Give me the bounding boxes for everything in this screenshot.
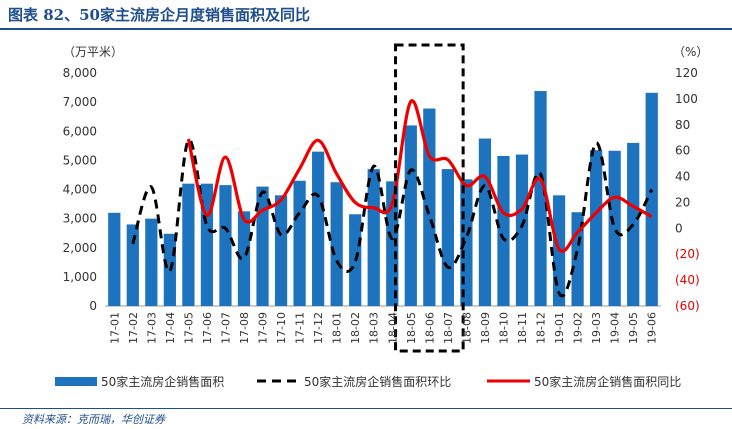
x-tick-17-05: 17-05	[182, 312, 195, 344]
bar-17-03	[145, 218, 158, 306]
x-tick-18-07: 18-07	[442, 312, 455, 344]
legend-label-mom: 50家主流房企销售面积环比	[304, 374, 451, 389]
legend-swatch-bar	[55, 377, 97, 386]
x-tick-18-03: 18-03	[368, 312, 381, 344]
bar-17-11	[293, 180, 306, 306]
bar-18-05	[404, 125, 417, 306]
x-tick-17-07: 17-07	[219, 312, 232, 344]
highlight-layer	[394, 43, 465, 353]
x-tick-18-10: 18-10	[497, 312, 510, 344]
right-tick-label: (20)	[675, 247, 700, 261]
right-tick-label: 120	[675, 66, 698, 80]
x-tick-labels: 17-01 17-02 17-03 17-04 17-05 17-06 17-07 17-08…	[108, 312, 658, 344]
x-tick-18-11: 18-11	[516, 312, 529, 344]
right-tick-label: 60	[675, 144, 690, 158]
x-tick-18-09: 18-09	[479, 312, 492, 344]
source-rule	[0, 408, 732, 409]
x-tick-17-01: 17-01	[108, 312, 121, 344]
x-tick-17-04: 17-04	[164, 312, 177, 344]
bar-18-10	[497, 156, 510, 306]
x-tick-18-01: 18-01	[331, 312, 344, 344]
right-tick-label: 80	[675, 118, 690, 132]
title-rule	[0, 28, 732, 30]
axes-layer: （万平米） （%） 0 1,000 2,000 3,000 4,000 5,000 6,000 7…	[63, 45, 709, 313]
x-tick-18-06: 18-06	[423, 312, 436, 344]
x-tick-17-06: 17-06	[201, 312, 214, 344]
highlight-box	[394, 43, 465, 353]
x-tick-19-06: 19-06	[646, 312, 659, 344]
x-tick-17-12: 17-12	[312, 312, 325, 344]
legend-label-yoy: 50家主流房企销售面积同比	[534, 374, 681, 389]
right-tick-label: 20	[675, 195, 690, 209]
legend: 50家主流房企销售面积 50家主流房企销售面积环比 50家主流房企销售面积同比	[55, 374, 681, 389]
x-tick-17-08: 17-08	[238, 312, 251, 344]
bar-17-12	[312, 151, 325, 306]
right-tick-label: (60)	[675, 299, 700, 313]
x-tick-18-05: 18-05	[405, 312, 418, 344]
left-axis-unit: （万平米）	[63, 45, 123, 59]
bar-19-03	[590, 150, 603, 306]
right-tick-label: 100	[675, 92, 698, 106]
x-tick-19-05: 19-05	[627, 312, 640, 344]
x-tick-18-02: 18-02	[349, 312, 362, 344]
x-tick-19-02: 19-02	[572, 312, 585, 344]
right-tick-label: 40	[675, 170, 690, 184]
bar-18-09	[478, 138, 492, 306]
bar-18-11	[515, 154, 529, 306]
x-tick-19-01: 19-01	[553, 312, 566, 344]
bar-19-04	[608, 150, 621, 306]
x-tick-17-09: 17-09	[257, 312, 270, 344]
left-tick-label: 6,000	[63, 124, 97, 138]
bar-17-02	[126, 224, 139, 306]
right-tick-label: 0	[675, 221, 683, 235]
x-tick-17-02: 17-02	[127, 312, 140, 344]
left-tick-label: 7,000	[63, 95, 97, 109]
bar-17-01	[108, 212, 121, 306]
left-tick-label: 4,000	[63, 183, 97, 197]
bar-17-10	[274, 195, 288, 306]
left-tick-label: 1,000	[63, 270, 97, 284]
left-tick-label: 8,000	[63, 66, 97, 80]
bar-17-05	[182, 183, 195, 306]
source-note: 资料来源：克而瑞，华创证券	[22, 413, 165, 426]
bar-17-09	[256, 186, 269, 306]
legend-label-bar: 50家主流房企销售面积	[101, 374, 224, 389]
bars-layer	[108, 91, 658, 307]
left-tick-label: 3,000	[63, 212, 97, 226]
x-tick-17-10: 17-10	[275, 312, 288, 344]
right-axis-unit: （%）	[673, 45, 708, 59]
x-tick-19-04: 19-04	[609, 312, 622, 344]
x-tick-18-12: 18-12	[535, 312, 548, 344]
bar-18-01	[330, 182, 343, 306]
bar-18-12	[534, 91, 547, 307]
bar-19-06	[645, 92, 658, 307]
left-tick-label: 0	[89, 299, 97, 313]
x-tick-17-03: 17-03	[145, 312, 158, 344]
x-tick-19-03: 19-03	[590, 312, 603, 344]
x-tick-18-04: 18-04	[386, 312, 399, 344]
bar-17-08	[237, 211, 251, 306]
lines-layer	[131, 99, 654, 298]
x-tick-18-08: 18-08	[460, 312, 473, 344]
right-tick-label: (40)	[675, 273, 700, 287]
bar-17-07	[219, 185, 232, 306]
left-tick-label: 2,000	[63, 241, 97, 255]
left-tick-label: 5,000	[63, 153, 97, 167]
bar-18-07	[441, 169, 454, 306]
bar-18-08	[460, 179, 473, 306]
yoy-line	[186, 99, 653, 253]
figure-title: 图表 82、50家主流房企月度销售面积及同比	[8, 6, 310, 24]
bar-18-03	[367, 169, 380, 306]
x-tick-17-11: 17-11	[294, 312, 307, 344]
